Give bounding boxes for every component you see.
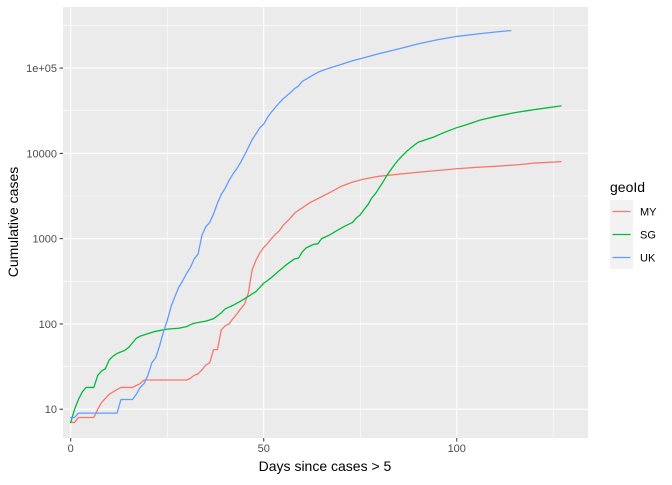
grid-lines	[63, 7, 588, 438]
series-line-uk	[70, 29, 512, 419]
legend-label-my: MY	[640, 207, 657, 219]
x-tick-label: 0	[68, 443, 74, 455]
axes: 0 50 100 10 100 1000 10000 1e+05	[26, 63, 466, 455]
legend-title: geoId	[610, 179, 645, 195]
y-tick-label: 100	[39, 319, 57, 331]
series-line-sg	[70, 105, 562, 424]
y-axis-title: Cumulative cases	[5, 167, 21, 278]
y-tick-label: 10	[45, 404, 57, 416]
plot-panel	[63, 7, 588, 438]
x-axis-title: Days since cases > 5	[259, 458, 392, 474]
data-series	[70, 29, 562, 424]
y-tick-label: 10000	[26, 148, 57, 160]
series-line-my	[70, 160, 562, 424]
legend-label-sg: SG	[640, 230, 656, 242]
x-tick-label: 100	[448, 443, 466, 455]
legend: geoId MY SG UK	[610, 179, 657, 269]
y-tick-label: 1000	[33, 234, 57, 246]
legend-label-uk: UK	[640, 253, 656, 265]
y-tick-label: 1e+05	[26, 63, 57, 75]
x-tick-label: 50	[258, 443, 270, 455]
